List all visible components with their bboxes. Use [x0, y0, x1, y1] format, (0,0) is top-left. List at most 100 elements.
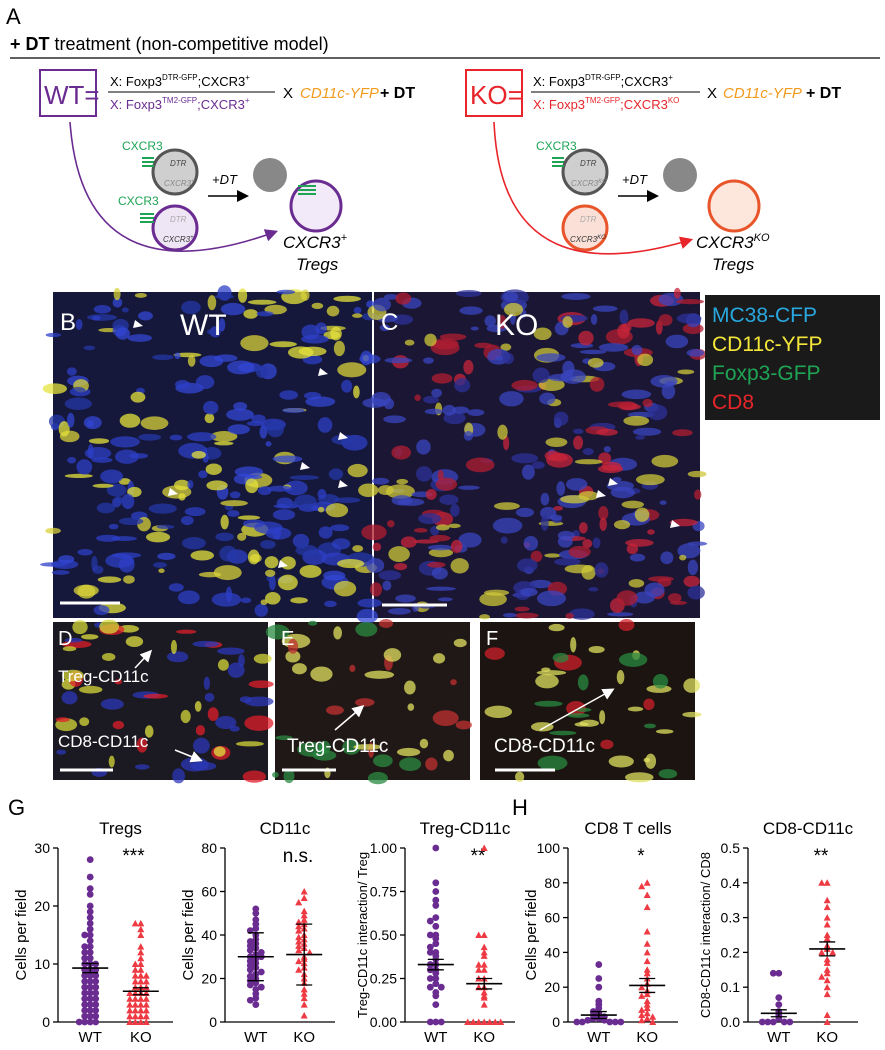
- cell-signal: [220, 500, 248, 507]
- cell-signal: [682, 711, 702, 718]
- cell-signal: [437, 597, 453, 602]
- cell-signal: [256, 311, 274, 317]
- cell-signal: [204, 413, 215, 424]
- cell-signal: [100, 469, 124, 484]
- cell-signal: [419, 738, 429, 749]
- data-point: [480, 966, 488, 973]
- cell-signal: [566, 477, 588, 491]
- cell-signal: [88, 438, 110, 444]
- cell-signal: [395, 594, 416, 603]
- data-point: [775, 969, 783, 977]
- cell-signal: [333, 295, 361, 302]
- ko-box: [465, 69, 523, 117]
- data-point: [432, 922, 440, 930]
- dt: + DT: [806, 85, 841, 102]
- cell-signal: [245, 478, 259, 494]
- y-tick-label: 80: [201, 840, 217, 856]
- data-point: [126, 1018, 134, 1025]
- cell-signal: [659, 500, 667, 505]
- cell-signal: [431, 388, 443, 398]
- y-tick-label: 40: [201, 927, 217, 943]
- cell-signal: [220, 514, 229, 530]
- data-point: [775, 994, 783, 1002]
- cell-signal: [121, 493, 135, 510]
- y-tick-label: 0.2: [721, 944, 741, 960]
- data-point: [92, 989, 100, 997]
- data-point: [643, 1009, 651, 1017]
- cell-signal: [382, 580, 392, 591]
- cell-signal: [72, 620, 88, 635]
- cell-signal: [645, 753, 657, 769]
- cell-signal: [115, 327, 130, 340]
- cell: [707, 179, 761, 233]
- data-point: [142, 972, 150, 979]
- cell-signal: [463, 431, 474, 441]
- cell-signal: [369, 582, 383, 597]
- data-point: [606, 1018, 614, 1026]
- data-point: [649, 1013, 657, 1020]
- cell-signal: [78, 685, 103, 694]
- data-point: [137, 977, 145, 985]
- legend-box: [705, 295, 880, 420]
- cell-signal: [625, 772, 654, 783]
- cell-signal: [217, 647, 245, 655]
- cell-signal: [352, 545, 364, 552]
- data-point: [86, 885, 94, 892]
- data-point: [823, 903, 831, 911]
- data-point: [81, 1007, 89, 1014]
- annotation: CD8-CD11c: [58, 732, 149, 751]
- cell-signal: [92, 483, 114, 488]
- cell-signal: [660, 551, 674, 565]
- data-point: [142, 1006, 150, 1014]
- x-tick-label: WT: [244, 1029, 267, 1046]
- cell-signal: [387, 520, 395, 528]
- cell-signal: [364, 670, 395, 679]
- cell-signal: [156, 524, 175, 529]
- cell-signal: [127, 486, 142, 498]
- cell-signal: [484, 647, 505, 660]
- dead-cell: [663, 158, 697, 192]
- annotation: Treg-CD11c: [287, 736, 388, 757]
- panel-label: H: [512, 795, 528, 820]
- cell-signal: [317, 417, 333, 433]
- cell-label: DTR: [170, 215, 187, 224]
- cell-signal: [459, 306, 483, 315]
- cell-signal: [431, 567, 448, 580]
- cell-signal: [209, 326, 221, 338]
- data-point: [86, 972, 94, 979]
- cell-signal: [643, 698, 655, 711]
- cell-signal: [114, 679, 122, 685]
- cell-signal: [125, 636, 144, 648]
- data-point: [131, 966, 139, 973]
- data-point: [829, 948, 837, 956]
- data-point: [252, 909, 260, 917]
- cell-signal: [325, 503, 349, 518]
- cell-signal: [568, 545, 591, 558]
- cell-signal: [108, 755, 115, 768]
- data-point: [81, 995, 89, 1003]
- chart-title: CD11c: [260, 819, 311, 838]
- cell-signal: [283, 768, 295, 784]
- data-point: [257, 968, 265, 976]
- cell-signal: [294, 494, 317, 509]
- data-point: [643, 966, 651, 973]
- cell-signal: [574, 722, 589, 727]
- cell-signal: [523, 535, 539, 551]
- cell-signal: [687, 470, 707, 478]
- data-point: [246, 946, 254, 954]
- data-point: [86, 937, 94, 945]
- cell-signal: [571, 315, 588, 322]
- cell-signal: [177, 590, 200, 605]
- cross: X: [707, 85, 717, 102]
- cell-signal: [391, 445, 411, 460]
- cell-signal: [627, 706, 644, 712]
- y-tick-label: 80: [544, 875, 560, 891]
- cell-signal: [299, 565, 322, 578]
- cell-signal: [333, 340, 345, 357]
- data-point: [823, 1018, 831, 1025]
- ko-scheme: KO= X: Foxp3DTR-GFP;CXCR3+ X: Foxp3TM2-G…: [465, 69, 841, 274]
- cell-signal: [70, 386, 86, 395]
- data-point: [295, 927, 303, 934]
- cell-signal: [152, 354, 174, 360]
- data-point: [469, 1018, 477, 1025]
